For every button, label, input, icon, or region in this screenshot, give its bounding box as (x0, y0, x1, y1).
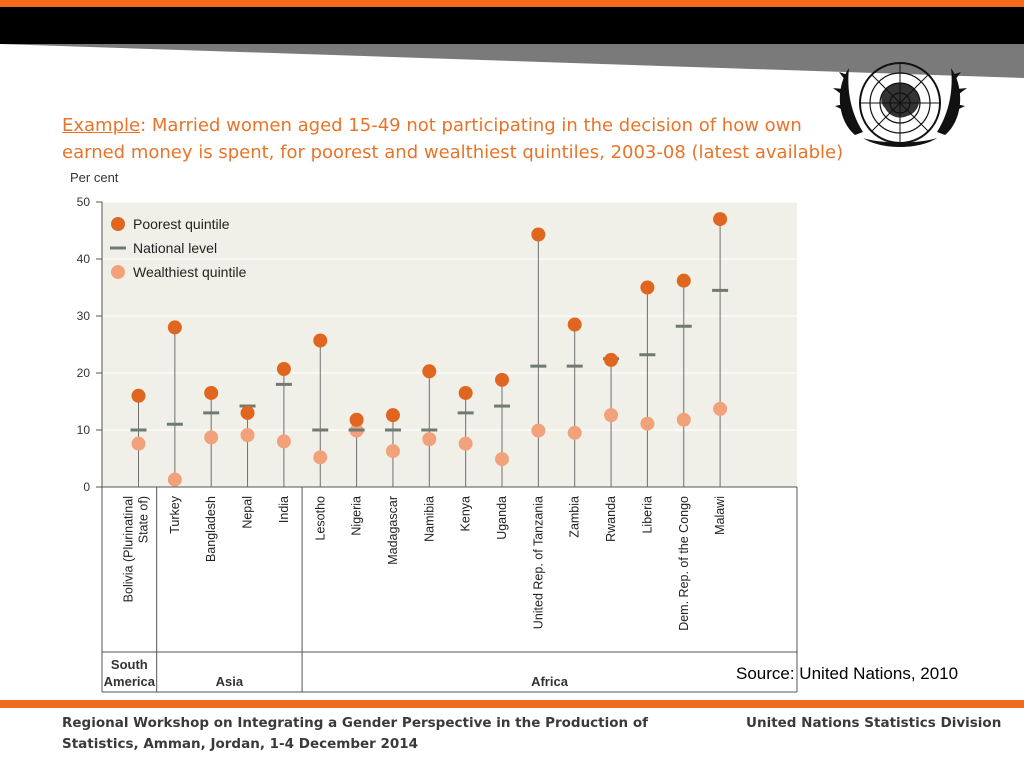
region-label: Asia (216, 674, 244, 689)
category-label: United Rep. of Tanzania (531, 496, 545, 629)
category-label-group: Malawi (713, 496, 727, 535)
legend-label: National level (133, 240, 217, 256)
category-label-group: Bangladesh (204, 496, 218, 562)
poorest-point (276, 362, 291, 377)
poorest-point (240, 405, 255, 420)
category-label-group: Liberia (640, 496, 654, 534)
category-label-group: Rwanda (604, 496, 618, 542)
poorest-point (385, 408, 400, 423)
footer-event: Regional Workshop on Integrating a Gende… (62, 715, 648, 752)
category-label-group: Dem. Rep. of the Congo (677, 496, 691, 631)
poorest-point (167, 320, 182, 335)
wealthiest-point (604, 408, 619, 423)
category-label: Liberia (640, 496, 654, 534)
wealthiest-point (422, 432, 437, 447)
poorest-point (131, 388, 146, 403)
wealthiest-point (531, 423, 546, 438)
category-label-group: Nepal (241, 496, 255, 529)
poorest-point (313, 333, 328, 348)
poorest-point (640, 280, 655, 295)
y-tick-label: 30 (77, 309, 91, 323)
wealthiest-point (385, 444, 400, 459)
category-label: State of) (137, 496, 151, 543)
category-label: Kenya (459, 496, 473, 531)
y-axis-label: Per cent (70, 170, 119, 185)
category-label: Madagascar (386, 496, 400, 565)
wealthiest-point (713, 401, 728, 416)
category-label: India (277, 496, 291, 523)
wealthiest-point (204, 430, 219, 445)
category-label: Turkey (168, 495, 182, 533)
poorest-point (204, 385, 219, 400)
un-emblem-logo (833, 62, 967, 147)
wealthiest-point (495, 452, 509, 467)
category-label-group: Kenya (459, 496, 473, 531)
title-lead: Example (62, 115, 141, 136)
top-gray-stripe (0, 44, 1024, 78)
bottom-orange-bar (0, 700, 1024, 708)
category-label: Namibia (422, 496, 436, 542)
category-label: Nigeria (350, 496, 364, 536)
chart: 0 10 20 30 40 50 Per cent South America Asia Afric… (70, 170, 798, 693)
wealthiest-point (458, 436, 473, 451)
category-label: Bangladesh (204, 496, 218, 562)
wealthiest-point (276, 434, 291, 449)
region-label: Africa (531, 674, 569, 689)
category-label: Uganda (495, 496, 509, 540)
poorest-point (422, 364, 437, 379)
wealthiest-point (313, 450, 328, 465)
wealthiest-point (240, 428, 255, 443)
poorest-point (567, 317, 582, 332)
y-tick-label: 10 (77, 423, 91, 437)
category-label-group: Madagascar (386, 496, 400, 565)
region-label: America (104, 674, 156, 689)
category-label-group: United Rep. of Tanzania (531, 496, 545, 629)
category-label: Bolivia (Plurinatinal (122, 496, 136, 602)
poorest-point (495, 372, 509, 387)
category-label: Lesotho (313, 496, 327, 541)
slide-title: Example: Married women aged 15-49 not pa… (62, 112, 862, 166)
category-label: Nepal (241, 496, 255, 529)
category-label-group: Lesotho (313, 496, 327, 541)
y-tick-label: 20 (77, 366, 91, 380)
poorest-point (604, 352, 619, 367)
poorest-point (676, 273, 691, 288)
poorest-point (458, 385, 473, 400)
top-banner (0, 0, 1024, 78)
category-label: Rwanda (604, 496, 618, 542)
region-label: South (111, 657, 148, 672)
category-label-group: Namibia (422, 496, 436, 542)
top-orange-line (0, 0, 1024, 7)
footer-organization: United Nations Statistics Division (746, 715, 1002, 731)
category-label-group: Turkey (168, 495, 182, 533)
source-note: Source: United Nations, 2010 (736, 664, 959, 683)
category-label-group: Nigeria (350, 496, 364, 536)
title-rest: : Married women aged 15-49 not participa… (62, 115, 844, 163)
y-tick-label: 40 (77, 252, 91, 266)
top-black-bar (0, 7, 1024, 44)
poorest-point (713, 212, 728, 227)
poorest-point (531, 227, 546, 242)
wealthiest-point (167, 472, 182, 487)
category-label-group: Bolivia (Plurinatinal State of) (122, 496, 151, 602)
category-label: Dem. Rep. of the Congo (677, 496, 691, 631)
wealthiest-point (131, 436, 146, 451)
y-tick-label: 50 (77, 195, 91, 209)
wealthiest-point (567, 425, 582, 440)
y-tick-label: 0 (83, 480, 90, 494)
category-label-group: Zambia (568, 496, 582, 538)
legend-marker (111, 265, 125, 279)
wealthiest-point (676, 412, 691, 427)
category-label-group: Uganda (495, 496, 509, 540)
wealthiest-point (640, 416, 655, 431)
category-label-group: India (277, 496, 291, 523)
legend-label: Wealthiest quintile (133, 264, 247, 280)
poorest-point (349, 412, 364, 427)
category-label: Zambia (568, 496, 582, 538)
legend-label: Poorest quintile (133, 216, 230, 232)
category-label: Malawi (713, 496, 727, 535)
legend-marker (111, 217, 125, 231)
